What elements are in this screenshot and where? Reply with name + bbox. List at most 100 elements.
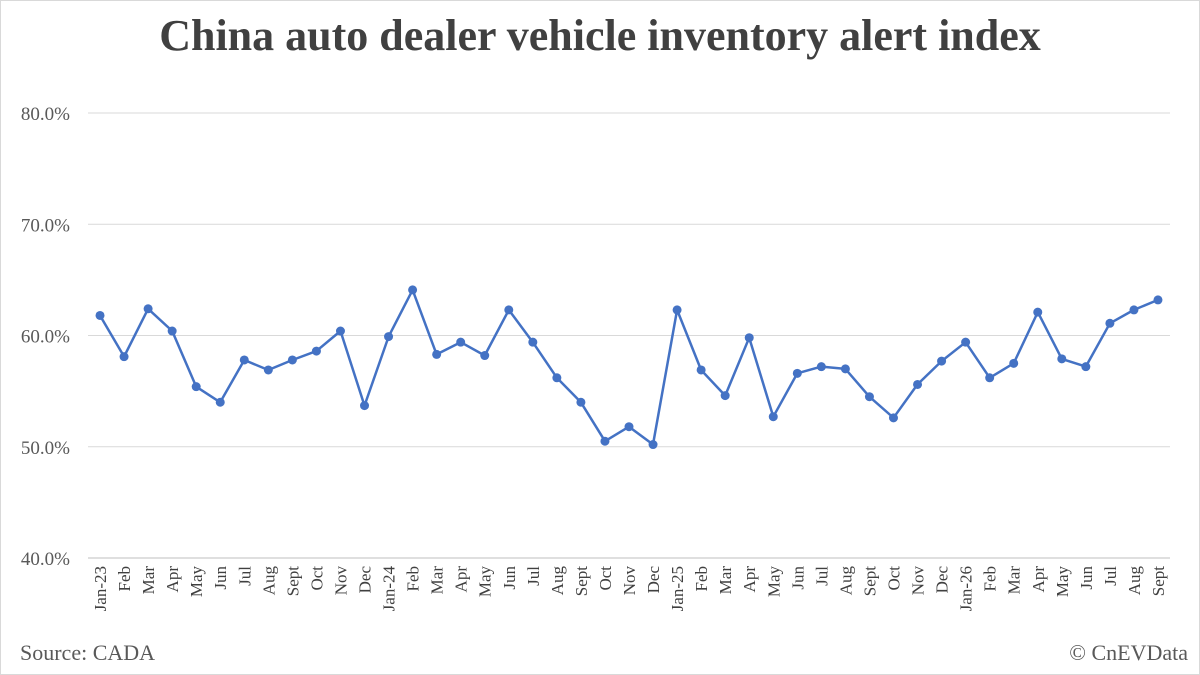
data-point — [215, 397, 225, 407]
credit-note: © CnEVData — [1069, 640, 1188, 665]
x-tick-label: Sept — [572, 566, 591, 597]
x-tick-label: Aug — [836, 566, 855, 596]
data-point — [335, 326, 345, 336]
x-tick-label: Dec — [644, 566, 663, 594]
data-point — [552, 373, 562, 383]
chart-title: China auto dealer vehicle inventory aler… — [159, 11, 1041, 60]
x-tick-label: Jan-23 — [91, 566, 110, 611]
data-point — [480, 351, 490, 361]
data-point — [1129, 305, 1139, 315]
x-tick-label: Sept — [860, 566, 879, 597]
data-point — [624, 422, 634, 432]
data-point — [768, 412, 778, 422]
data-point — [840, 364, 850, 374]
x-tick-label: Feb — [115, 566, 134, 592]
x-tick-label: Dec — [933, 566, 952, 594]
data-point — [1081, 362, 1091, 372]
x-tick-label: Feb — [981, 566, 1000, 592]
x-tick-label: Jun — [1077, 566, 1096, 590]
x-tick-label: Jan-26 — [957, 566, 976, 611]
x-tick-label: Jul — [235, 566, 254, 586]
x-tick-label: Feb — [404, 566, 423, 592]
data-point — [456, 337, 466, 347]
x-tick-label: May — [187, 566, 206, 598]
data-point — [311, 346, 321, 356]
x-tick-label: Nov — [620, 566, 639, 596]
x-tick-label: Oct — [307, 566, 326, 591]
data-point — [720, 391, 730, 401]
x-tick-label: Feb — [692, 566, 711, 592]
data-point — [263, 365, 273, 375]
data-point — [191, 382, 201, 392]
data-point — [432, 349, 442, 359]
x-tick-label: Sept — [283, 566, 302, 597]
data-point — [95, 310, 105, 320]
data-point — [648, 440, 658, 450]
data-point — [696, 365, 706, 375]
x-tick-label: Aug — [1125, 566, 1144, 596]
data-point — [961, 337, 971, 347]
y-tick-label: 70.0% — [21, 215, 70, 236]
data-point — [913, 379, 923, 389]
x-tick-label: Mar — [716, 566, 735, 595]
data-point — [600, 436, 610, 446]
x-tick-label: Jun — [788, 566, 807, 590]
x-tick-label: Aug — [259, 566, 278, 596]
data-point — [576, 397, 586, 407]
x-tick-label: Mar — [1005, 566, 1024, 595]
data-point — [528, 337, 538, 347]
x-tick-label: Mar — [428, 566, 447, 595]
data-point — [360, 401, 370, 411]
x-tick-label: Jan-24 — [380, 566, 399, 612]
data-point — [864, 392, 874, 402]
data-point — [119, 352, 129, 362]
data-point — [287, 355, 297, 365]
data-point — [1153, 295, 1163, 305]
data-point — [985, 373, 995, 383]
y-tick-label: 80.0% — [21, 104, 70, 125]
x-tick-label: Nov — [331, 566, 350, 596]
x-tick-label: May — [764, 566, 783, 598]
x-tick-label: Oct — [596, 566, 615, 591]
x-tick-label: Dec — [356, 566, 375, 594]
x-tick-label: Jul — [524, 566, 543, 586]
x-tick-label: Oct — [884, 566, 903, 591]
y-tick-label: 40.0% — [21, 549, 70, 570]
x-tick-label: Jul — [1101, 566, 1120, 586]
x-tick-label: Jul — [812, 566, 831, 586]
data-point — [143, 304, 153, 314]
data-point — [1009, 358, 1019, 368]
source-note: Source: CADA — [20, 640, 156, 665]
x-tick-label: Jan-25 — [668, 566, 687, 611]
x-tick-label: Apr — [1029, 566, 1048, 593]
x-tick-label: Jun — [500, 566, 519, 590]
data-point — [888, 413, 898, 423]
data-point — [408, 285, 418, 295]
data-point — [816, 362, 826, 372]
data-point — [792, 368, 802, 378]
x-tick-label: Jun — [211, 566, 230, 590]
x-tick-label: Mar — [139, 566, 158, 595]
data-point — [937, 356, 947, 366]
x-tick-label: Apr — [163, 566, 182, 593]
x-tick-label: May — [1053, 566, 1072, 598]
data-point — [384, 332, 394, 342]
x-tick-label: Apr — [452, 566, 471, 593]
y-tick-label: 60.0% — [21, 327, 70, 348]
y-tick-label: 50.0% — [21, 438, 70, 459]
data-point — [1057, 354, 1067, 364]
data-point — [239, 355, 249, 365]
data-point — [167, 326, 177, 336]
x-tick-label: Apr — [740, 566, 759, 593]
data-point — [1033, 307, 1043, 317]
x-tick-label: May — [476, 566, 495, 598]
data-point — [744, 333, 754, 343]
x-tick-label: Nov — [909, 566, 928, 596]
x-tick-label: Sept — [1149, 566, 1168, 597]
data-point — [1105, 318, 1115, 328]
series-line — [98, 288, 1159, 446]
x-tick-label: Aug — [548, 566, 567, 596]
data-point — [504, 305, 514, 315]
data-point — [672, 305, 682, 315]
